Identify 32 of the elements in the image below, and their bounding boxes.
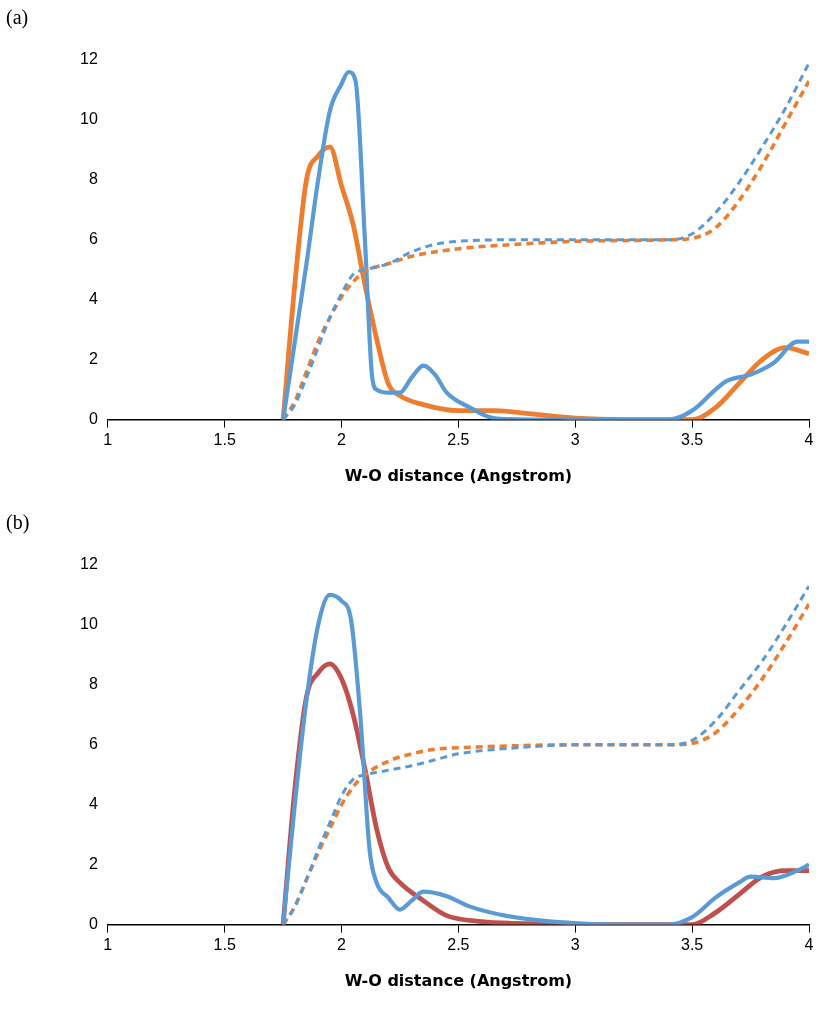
- x-tick-label: 3.5: [681, 935, 704, 953]
- y-tick-label: 10: [80, 615, 98, 633]
- y-tick-label: 8: [88, 170, 98, 188]
- x-tick-label: 2: [337, 430, 347, 448]
- x-tick-label: 1: [103, 935, 113, 953]
- x-tick-label: 3.5: [681, 430, 704, 448]
- x-tick-label: 2.5: [447, 935, 470, 953]
- y-tick-label: 4: [88, 290, 98, 308]
- y-tick-label: 8: [88, 675, 98, 693]
- chart-title: (b): [6, 511, 30, 534]
- x-tick-label: 4: [804, 935, 814, 953]
- y-tick-label: 12: [80, 50, 98, 68]
- x-tick-label: 3: [570, 935, 580, 953]
- x-tick-label: 2: [337, 935, 347, 953]
- x-tick-label: 3: [570, 430, 580, 448]
- x-axis-title: W-O distance (Angstrom): [344, 970, 573, 990]
- x-tick-label: 1: [103, 430, 113, 448]
- y-tick-label: 0: [88, 410, 98, 428]
- y-tick-label: 6: [88, 230, 98, 248]
- chart-title: (a): [6, 6, 29, 29]
- y-tick-label: 2: [88, 350, 98, 368]
- x-tick-label: 1.5: [213, 935, 236, 953]
- y-tick-label: 12: [80, 555, 98, 573]
- y-tick-label: 0: [88, 915, 98, 933]
- x-axis-title: W-O distance (Angstrom): [344, 465, 573, 485]
- x-tick-label: 2.5: [447, 430, 470, 448]
- y-tick-label: 4: [88, 795, 98, 813]
- y-tick-label: 2: [88, 855, 98, 873]
- y-tick-label: 10: [80, 110, 98, 128]
- x-tick-label: 1.5: [213, 430, 236, 448]
- x-tick-label: 4: [804, 430, 814, 448]
- y-tick-label: 6: [88, 735, 98, 753]
